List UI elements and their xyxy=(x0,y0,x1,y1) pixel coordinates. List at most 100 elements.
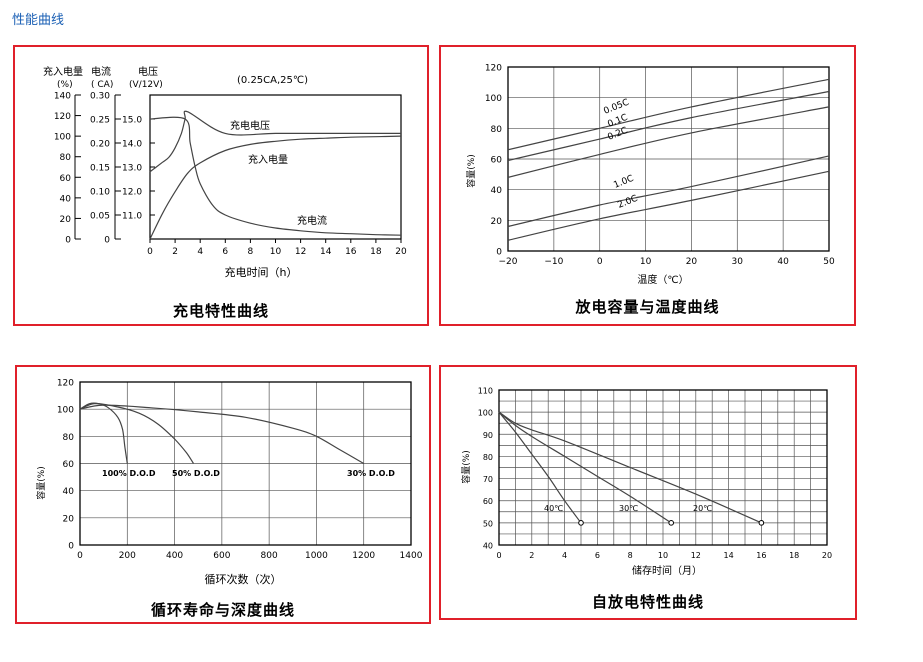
self-discharge-ylabel: 容量(%) xyxy=(460,450,472,484)
voltage-axis-tick-label: 13.0 xyxy=(122,164,142,174)
x-tick-label: 16 xyxy=(756,551,766,560)
x-tick-label: 20 xyxy=(822,551,832,560)
series-label: 30℃ xyxy=(619,504,638,513)
cycle-life-xlabel: 循环次数（次） xyxy=(205,572,282,586)
y-tick-label: 0 xyxy=(496,248,502,258)
voltage-axis-header: 电压 xyxy=(138,65,158,78)
current-axis-tick-label: 0.30 xyxy=(90,92,110,102)
x-tick-label: 800 xyxy=(261,551,278,561)
capacity-axis-tick-label: 120 xyxy=(54,112,71,122)
capacity-axis-tick-label: 0 xyxy=(65,236,71,246)
self-discharge-chart-title: 自放电特性曲线 xyxy=(591,593,704,611)
current-axis-tick-label: 0.25 xyxy=(90,116,110,126)
x-tick-label: 0 xyxy=(496,551,501,560)
series-label: 0.05C xyxy=(602,98,630,117)
capacity-axis-tick-label: 80 xyxy=(60,153,72,163)
x-tick-label: 6 xyxy=(595,551,600,560)
charge-chart-title: 充电特性曲线 xyxy=(172,302,269,320)
current-axis-tick-label: 0 xyxy=(104,236,110,246)
y-tick-label: 60 xyxy=(483,497,493,506)
cycle-life-ylabel: 容量(%) xyxy=(35,466,47,500)
x-tick-label: 18 xyxy=(789,551,799,560)
x-tick-label: 6 xyxy=(222,247,228,257)
x-tick-label: 2 xyxy=(529,551,534,560)
temperature-chart: 容量(%) 温度（℃） −20 −10 0 10 20 30 40 50 0 20 40 60 80 10… xyxy=(465,64,835,287)
x-tick-label: 18 xyxy=(370,247,382,257)
series-label: 20℃ xyxy=(693,504,712,513)
y-tick-label: 60 xyxy=(491,156,503,166)
y-tick-label: 40 xyxy=(483,542,493,551)
series-line xyxy=(149,116,402,236)
y-tick-label: 40 xyxy=(491,186,503,196)
series-line xyxy=(79,403,195,464)
charge-chart: 充入电量 电流 电压 (%) ( CA) (V/12V) (0.25CA,25℃… xyxy=(43,65,407,279)
series-label: 40℃ xyxy=(544,504,563,513)
x-tick-label: 1200 xyxy=(352,551,375,561)
series-line xyxy=(507,170,830,241)
series-label: 充电电压 xyxy=(230,119,270,132)
x-tick-label: 16 xyxy=(345,247,357,257)
y-tick-label: 20 xyxy=(491,217,503,227)
x-tick-label: 50 xyxy=(823,257,835,267)
x-tick-label: 40 xyxy=(777,257,789,267)
y-tick-label: 110 xyxy=(478,387,493,396)
x-tick-label: 10 xyxy=(270,247,282,257)
capacity-axis-tick-label: 140 xyxy=(54,92,71,102)
capacity-axis-tick-label: 20 xyxy=(60,215,72,225)
self-discharge-xlabel: 储存时间（月） xyxy=(632,564,702,577)
x-tick-label: 1400 xyxy=(400,551,423,561)
x-tick-label: −20 xyxy=(499,257,518,267)
current-axis-tick-label: 0.15 xyxy=(90,164,110,174)
y-tick-label: 80 xyxy=(483,453,493,462)
self-discharge-chart: 容量(%) 储存时间（月） 0 2 4 6 8 10 12 14 16 18 20 40 50 60 70 8… xyxy=(460,387,832,578)
voltage-axis-unit: (V/12V) xyxy=(129,80,163,90)
x-tick-label: 0 xyxy=(147,247,153,257)
y-tick-label: 20 xyxy=(63,514,75,524)
capacity-axis-tick-label: 40 xyxy=(60,194,72,204)
y-tick-label: 120 xyxy=(485,64,502,74)
y-tick-label: 40 xyxy=(63,487,75,497)
x-tick-label: 12 xyxy=(295,247,306,257)
series-label: 30% D.O.D xyxy=(347,469,395,478)
y-tick-label: 90 xyxy=(483,431,493,440)
y-tick-label: 0 xyxy=(68,542,74,552)
plot-frame xyxy=(149,94,402,240)
x-tick-label: 12 xyxy=(691,551,701,560)
current-axis-tick-label: 0.20 xyxy=(90,140,110,150)
x-tick-label: 14 xyxy=(320,247,332,257)
voltage-axis-tick-label: 12.0 xyxy=(122,188,142,198)
voltage-axis-tick-label: 15.0 xyxy=(122,116,142,126)
x-tick-label: 10 xyxy=(640,257,652,267)
y-tick-label: 70 xyxy=(483,475,493,484)
y-tick-label: 120 xyxy=(57,379,74,389)
self-discharge-chart-panel: 容量(%) 储存时间（月） 0 2 4 6 8 10 12 14 16 18 20 40 50 60 70 8… xyxy=(439,365,857,620)
y-tick-label: 80 xyxy=(491,125,503,135)
temperature-ylabel: 容量(%) xyxy=(465,154,477,188)
x-tick-label: 20 xyxy=(395,247,407,257)
y-tick-label: 60 xyxy=(63,460,75,470)
y-tick-label: 100 xyxy=(478,409,493,418)
x-tick-label: −10 xyxy=(544,257,563,267)
temperature-chart-title: 放电容量与温度曲线 xyxy=(575,298,720,316)
cycle-life-chart-panel: 容量(%) 循环次数（次） 0 200 400 600 800 1000 1200 1400 0… xyxy=(15,365,431,624)
x-tick-label: 0 xyxy=(77,551,83,561)
y-tick-label: 50 xyxy=(483,519,493,528)
x-tick-label: 30 xyxy=(732,257,744,267)
series-label: 充电流 xyxy=(297,214,327,227)
capacity-axis-tick-label: 60 xyxy=(60,174,72,184)
series-line xyxy=(498,411,582,524)
series-line xyxy=(507,78,830,151)
series-label: 充入电量 xyxy=(248,153,288,166)
x-tick-label: 4 xyxy=(197,247,203,257)
x-tick-label: 8 xyxy=(628,551,633,560)
series-line xyxy=(507,90,830,162)
x-tick-label: 20 xyxy=(686,257,698,267)
voltage-axis-tick-label: 11.0 xyxy=(122,212,142,222)
series-line xyxy=(498,411,672,524)
x-tick-label: 4 xyxy=(562,551,567,560)
x-tick-label: 14 xyxy=(724,551,734,560)
current-axis-tick-label: 0.10 xyxy=(90,188,110,198)
temperature-xlabel: 温度（℃） xyxy=(637,273,688,286)
charge-condition: (0.25CA,25℃) xyxy=(237,75,308,86)
series-label: 50% D.O.D xyxy=(172,469,220,478)
